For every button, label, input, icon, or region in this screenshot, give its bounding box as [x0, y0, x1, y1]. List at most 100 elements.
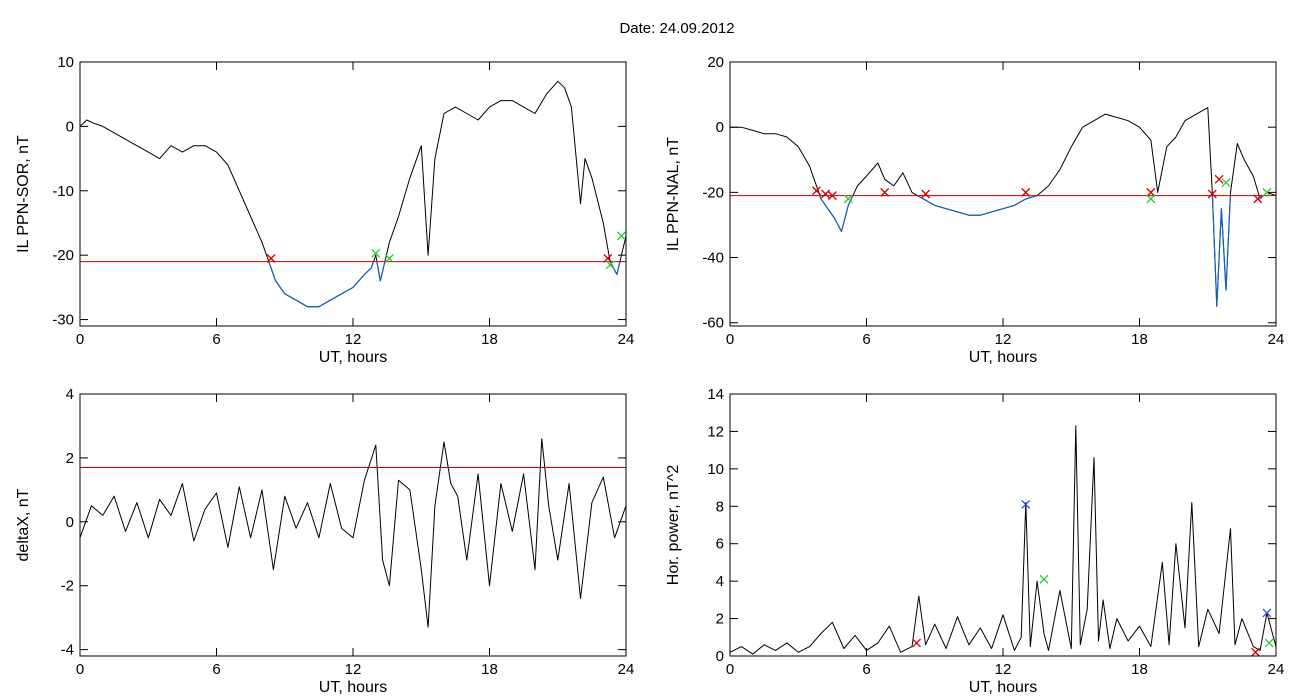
- y-tick-label: 10: [707, 461, 724, 478]
- marker-stroke: [843, 194, 853, 204]
- marker-red-3: [827, 191, 837, 201]
- marker-red-10: [1207, 189, 1217, 199]
- marker-green-2: [371, 248, 381, 258]
- marker-red-1: [912, 638, 922, 648]
- y-tick-label: 2: [66, 450, 74, 467]
- marker-stroke: [1039, 574, 1049, 584]
- plot-area: [730, 425, 1276, 656]
- x-axis-label: UT, hours: [319, 679, 387, 696]
- y-axis-label: deltaX, nT: [15, 488, 32, 561]
- marker-green-5: [605, 260, 615, 270]
- chart-panel-2: 0 6 12 18 24 -60 -40 -20 0 20 UT, hours IL PPN-NAL,…: [665, 54, 1284, 366]
- marker-red-4: [603, 253, 613, 263]
- series-line-1: [80, 438, 626, 628]
- x-tick-label: 12: [345, 661, 362, 678]
- marker-red-7: [1021, 187, 1031, 197]
- x-tick-label: 0: [726, 331, 734, 348]
- marker-stroke: [1146, 194, 1156, 204]
- series-line-1: [80, 80, 626, 308]
- marker-stroke: [921, 189, 931, 199]
- marker-red-6: [921, 189, 931, 199]
- series-line-below-threshold: [268, 261, 621, 308]
- y-tick-label: 10: [57, 54, 74, 71]
- y-tick-label: 14: [707, 386, 724, 403]
- y-tick-label: -4: [61, 642, 74, 659]
- x-axis-label: UT, hours: [319, 349, 387, 366]
- marker-stroke: [1146, 187, 1156, 197]
- y-tick-label: -10: [52, 183, 74, 200]
- y-tick-label: 6: [716, 536, 724, 553]
- y-axis-label: Hor. power, nT^2: [665, 465, 682, 586]
- x-tick-label: 24: [1268, 661, 1285, 678]
- marker-stroke: [1253, 194, 1263, 204]
- y-tick-label: 12: [707, 423, 724, 440]
- y-tick-label: 0: [66, 514, 74, 531]
- marker-stroke: [811, 186, 821, 196]
- marker-stroke: [384, 253, 394, 263]
- x-tick-label: 6: [212, 331, 220, 348]
- x-tick-label: 12: [995, 331, 1012, 348]
- marker-stroke: [1262, 608, 1272, 618]
- marker-stroke: [880, 187, 890, 197]
- marker-green-3: [384, 253, 394, 263]
- y-tick-label: -20: [702, 184, 724, 201]
- marker-stroke: [1207, 189, 1217, 199]
- marker-stroke: [1251, 647, 1260, 656]
- series-line-1: [730, 107, 1276, 307]
- x-tick-label: 24: [1268, 331, 1285, 348]
- y-tick-label: -30: [52, 312, 74, 329]
- x-tick-label: 0: [76, 331, 84, 348]
- marker-red-8: [1146, 187, 1156, 197]
- marker-green-6: [616, 231, 626, 241]
- marker-stroke: [605, 260, 615, 270]
- marker-stroke: [371, 248, 381, 258]
- plot-frame: [729, 61, 1277, 327]
- marker-stroke: [821, 189, 831, 199]
- chart-panel-1: 0 6 12 18 24 -30 -20 -10 0 10 UT, hours IL PPN-SOR,…: [15, 54, 634, 366]
- plot-area: [80, 80, 626, 308]
- x-axis-label: UT, hours: [969, 349, 1037, 366]
- series-line-below-threshold: [819, 195, 1276, 307]
- marker-green-4: [843, 194, 853, 204]
- x-tick-label: 24: [618, 661, 635, 678]
- marker-stroke: [1264, 638, 1274, 648]
- below-threshold-area: [819, 195, 1276, 307]
- marker-red-4: [1251, 647, 1260, 656]
- marker-red-1: [266, 253, 276, 263]
- marker-red-13: [1253, 194, 1263, 204]
- marker-blue-5: [1262, 608, 1272, 618]
- marker-green-12: [1221, 178, 1231, 188]
- plot-area: [730, 107, 1276, 307]
- plot-frame: [79, 61, 627, 327]
- marker-green-6: [1264, 638, 1274, 648]
- y-tick-label: 4: [716, 573, 724, 590]
- plot-frame: [729, 393, 1277, 657]
- marker-stroke: [1021, 187, 1031, 197]
- x-tick-label: 6: [862, 661, 870, 678]
- marker-stroke: [1021, 499, 1031, 509]
- plot-area: [80, 438, 626, 628]
- y-tick-label: 0: [66, 118, 74, 135]
- series-line-1: [730, 425, 1276, 655]
- marker-green-14: [1262, 187, 1272, 197]
- y-tick-label: -40: [702, 250, 724, 267]
- x-tick-label: 12: [995, 661, 1012, 678]
- x-tick-label: 18: [1131, 661, 1148, 678]
- x-tick-label: 18: [481, 661, 498, 678]
- marker-red-1: [811, 186, 821, 196]
- x-tick-label: 18: [1131, 331, 1148, 348]
- y-tick-label: 4: [66, 386, 74, 403]
- y-axis-label: IL PPN-NAL, nT: [665, 137, 682, 251]
- marker-stroke: [616, 231, 626, 241]
- marker-stroke: [1262, 187, 1272, 197]
- x-tick-label: 24: [618, 331, 635, 348]
- y-tick-label: -20: [52, 247, 74, 264]
- marker-stroke: [1214, 174, 1224, 184]
- y-axis-label: IL PPN-SOR, nT: [15, 135, 32, 253]
- marker-green-9: [1146, 194, 1156, 204]
- marker-stroke: [266, 253, 276, 263]
- x-tick-label: 12: [345, 331, 362, 348]
- marker-blue-2: [1021, 499, 1031, 509]
